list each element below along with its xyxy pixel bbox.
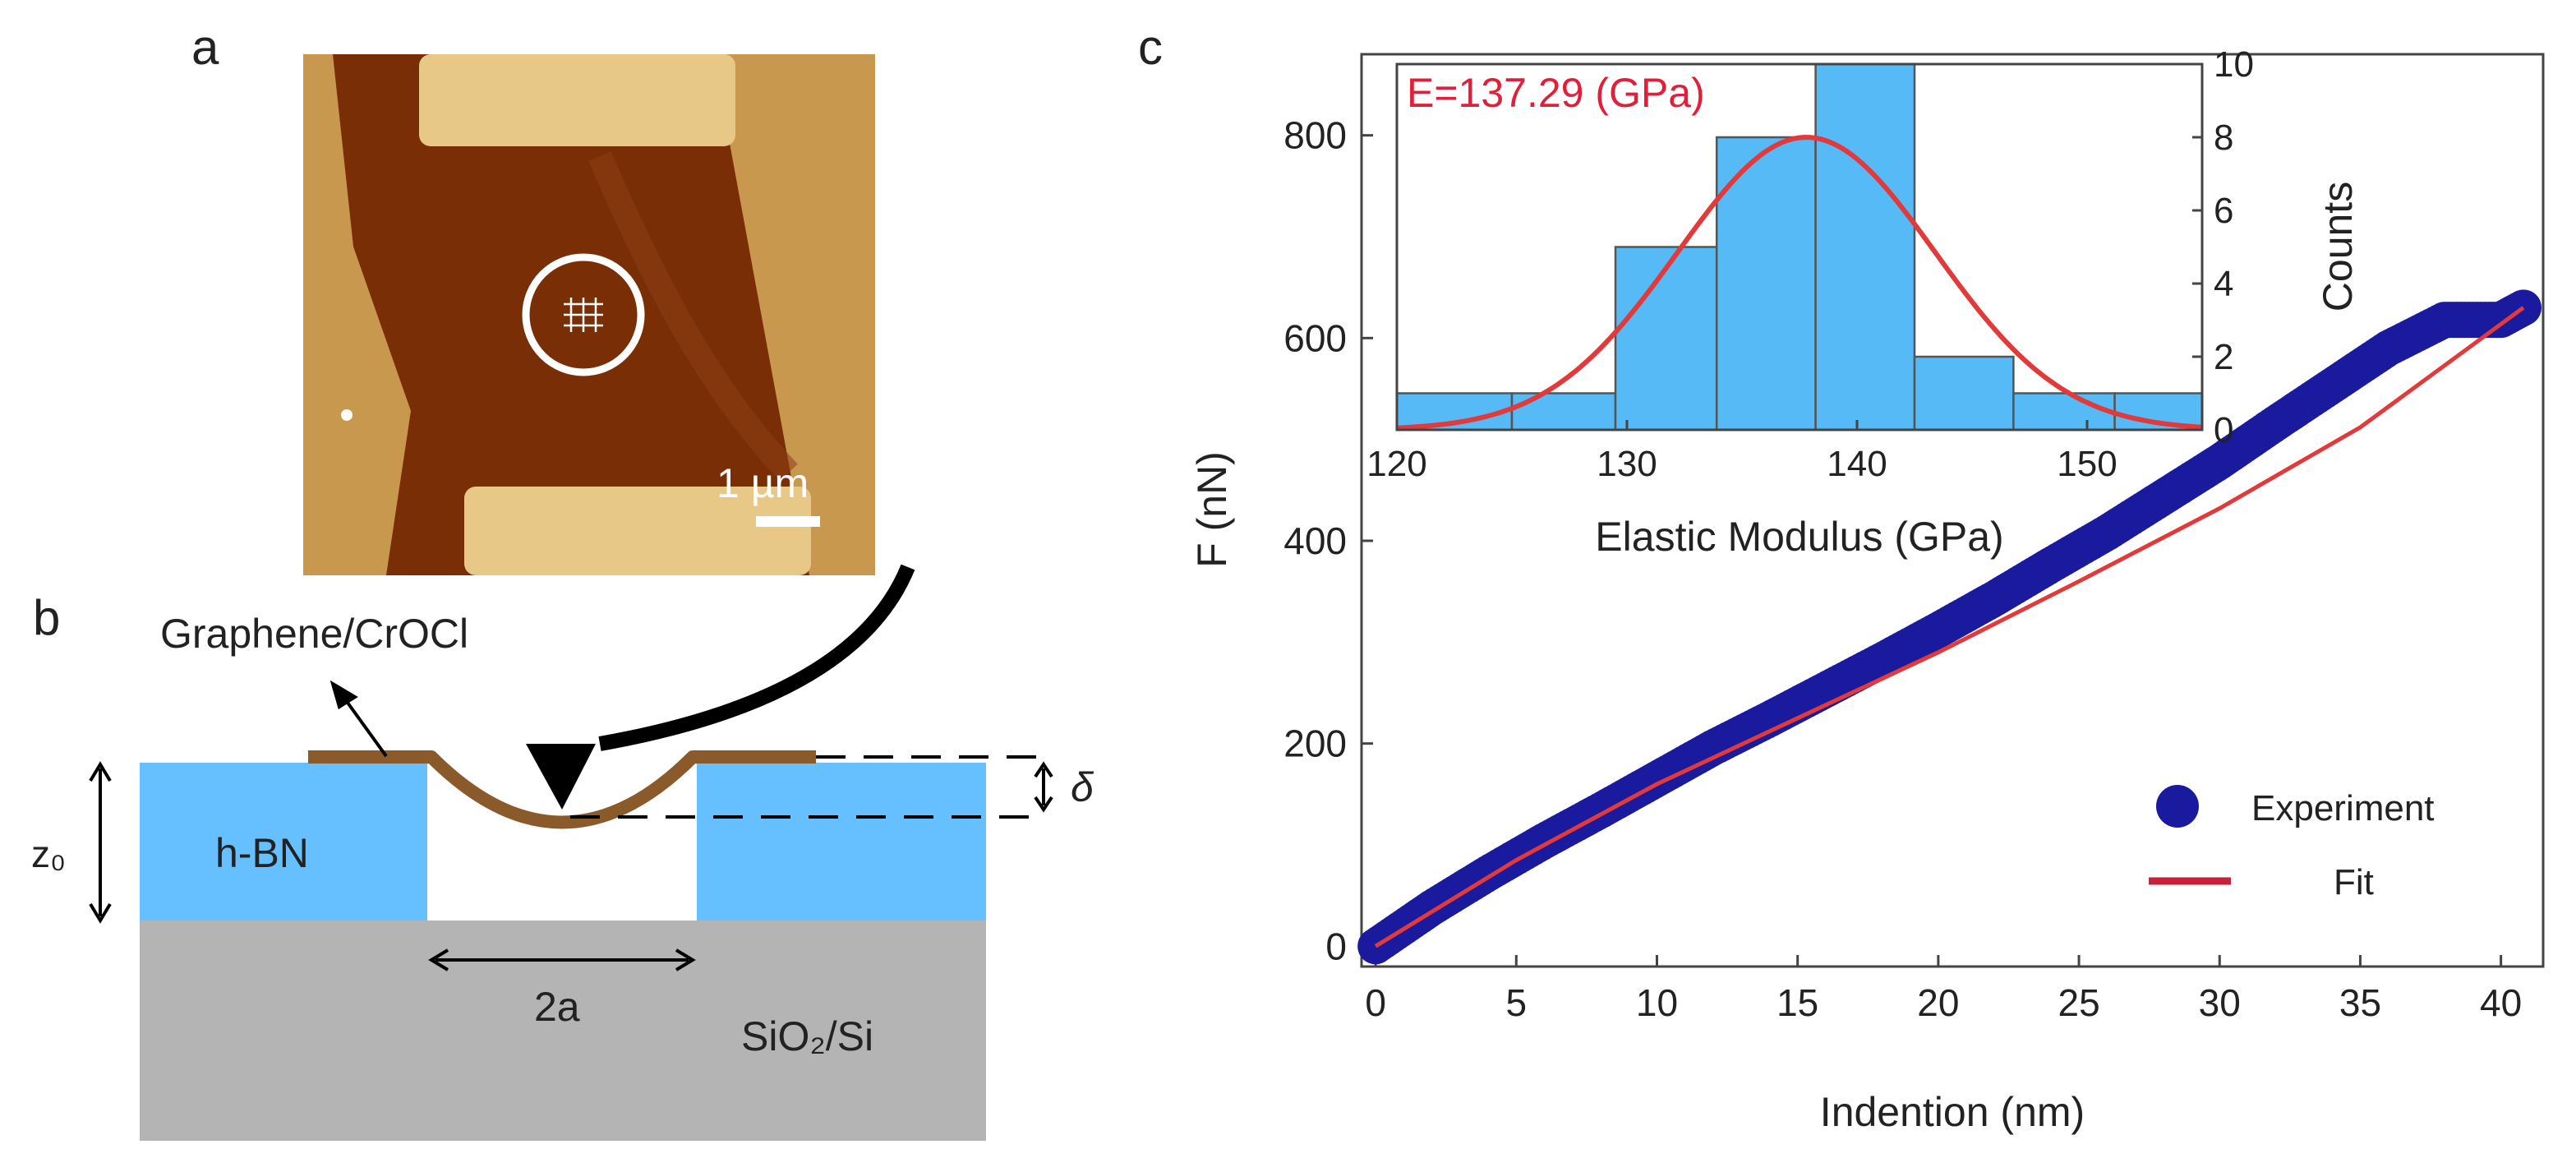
indentation-region-circle: [522, 253, 645, 376]
inset-y-tick-label: 0: [2214, 410, 2233, 450]
fit-line: [1374, 306, 2525, 948]
main-y-tick-label: 200: [1283, 722, 1347, 765]
legend-experiment-marker: [2156, 785, 2199, 828]
inset-y-tick-label: 6: [2214, 191, 2233, 231]
legend-fit-label: Fit: [2334, 862, 2374, 902]
legend-experiment-label: Experiment: [2251, 788, 2435, 828]
scale-bar: [756, 516, 820, 527]
panel-letter-a: a: [191, 20, 219, 75]
histogram-bar: [1614, 246, 1718, 431]
inset-x-tick-label: 140: [1827, 444, 1887, 484]
panel-letter-c: c: [1138, 20, 1163, 75]
main-x-tick-label: 20: [1917, 981, 1959, 1024]
inset-y-tick-label: 10: [2214, 44, 2254, 85]
inset-gaussian-fit: [1396, 134, 2203, 431]
afm-electrode-bottom: [464, 487, 811, 575]
main-x-tick-label: 30: [2199, 981, 2241, 1024]
inset-x-tick-label: 120: [1366, 444, 1426, 484]
inset-x-tick-label: 130: [1597, 444, 1657, 484]
main-x-tick-label: 40: [2480, 981, 2522, 1024]
legend: Experiment Fit: [2149, 785, 2435, 902]
hbn-label: h-BN: [215, 830, 309, 876]
histogram-bar: [1814, 62, 1916, 431]
afm-tip-icon: [526, 744, 596, 810]
inset-y-axis-title: Counts: [2315, 182, 2361, 311]
main-x-tick-label: 5: [1506, 981, 1528, 1024]
panel-letter-b: b: [33, 590, 60, 645]
inset-x-ticks: 120 130 140 150: [1366, 420, 2117, 484]
inset-y-tick-label: 2: [2214, 337, 2233, 377]
main-x-tick-label: 15: [1776, 981, 1818, 1024]
scale-bar-label: 1 µm: [717, 460, 809, 506]
width-arrow: [428, 948, 696, 971]
main-x-axis-title: Indention (nm): [1820, 1089, 2085, 1135]
experiment-point: [2505, 289, 2542, 326]
main-x-tick-label: 10: [1636, 981, 1678, 1024]
inset-y-ticks: 0 2 4 6 8 10: [2192, 44, 2254, 450]
main-x-tick-label: 25: [2058, 981, 2099, 1024]
inset-y-tick-label: 4: [2214, 264, 2233, 304]
main-y-ticks: 0 200 400 600 800: [1283, 114, 1373, 967]
inset-modulus-annotation: E=137.29 (GPa): [1407, 70, 1705, 116]
afm-tip-cantilever: [598, 564, 915, 751]
thickness-label: z₀: [31, 833, 66, 875]
main-series: [1357, 289, 2542, 965]
main-x-ticks: 0 5 10 15 20 25 30 35 40: [1365, 955, 2522, 1024]
main-x-tick-label: 35: [2339, 981, 2381, 1024]
main-plot-frame: [1360, 53, 2545, 968]
histogram-bar: [1510, 392, 1617, 431]
indentation-grid: [564, 298, 603, 332]
inset-y-tick-label: 8: [2214, 118, 2233, 158]
main-y-tick-label: 400: [1283, 519, 1347, 562]
inset-x-tick-label: 150: [2057, 444, 2117, 484]
afm-wrinkle: [588, 151, 798, 482]
histogram-bar: [1715, 136, 1817, 431]
panel-b: b h-BN SiO₂/Si δ z₀ 2a: [31, 564, 1094, 1141]
hbn-right: [697, 763, 986, 921]
substrate-layer: [140, 921, 986, 1141]
layer-label: Graphene/CrOCl: [160, 611, 468, 657]
main-x-tick-label: 0: [1365, 981, 1386, 1024]
main-y-axis-title: F (nN): [1189, 451, 1235, 568]
width-label: 2a: [534, 984, 580, 1030]
inset-x-axis-title: Elastic Modulus (GPa): [1595, 514, 2003, 560]
inset-histogram: 120 130 140 150 0 2 4 6 8 10 E=137.29 (GPa) Elas…: [1366, 44, 2361, 560]
main-y-tick-label: 800: [1283, 114, 1347, 157]
substrate-label: SiO₂/Si: [741, 1013, 873, 1059]
main-y-tick-label: 0: [1325, 925, 1347, 967]
main-y-tick-label: 600: [1283, 316, 1347, 359]
histogram-bar: [2012, 392, 2116, 431]
afm-electrode-top: [419, 54, 735, 146]
afm-particle: [341, 409, 353, 421]
membrane: [308, 750, 816, 829]
deflection-arrow: [1034, 761, 1053, 813]
histogram-bar: [1913, 355, 2015, 431]
panel-a: a 1 µm: [191, 20, 875, 575]
hbn-left: [140, 763, 427, 921]
deflection-guides: [570, 755, 1044, 819]
layer-pointer-arrow: [329, 680, 388, 758]
thickness-arrow: [89, 761, 112, 924]
deflection-label: δ: [1071, 764, 1094, 810]
